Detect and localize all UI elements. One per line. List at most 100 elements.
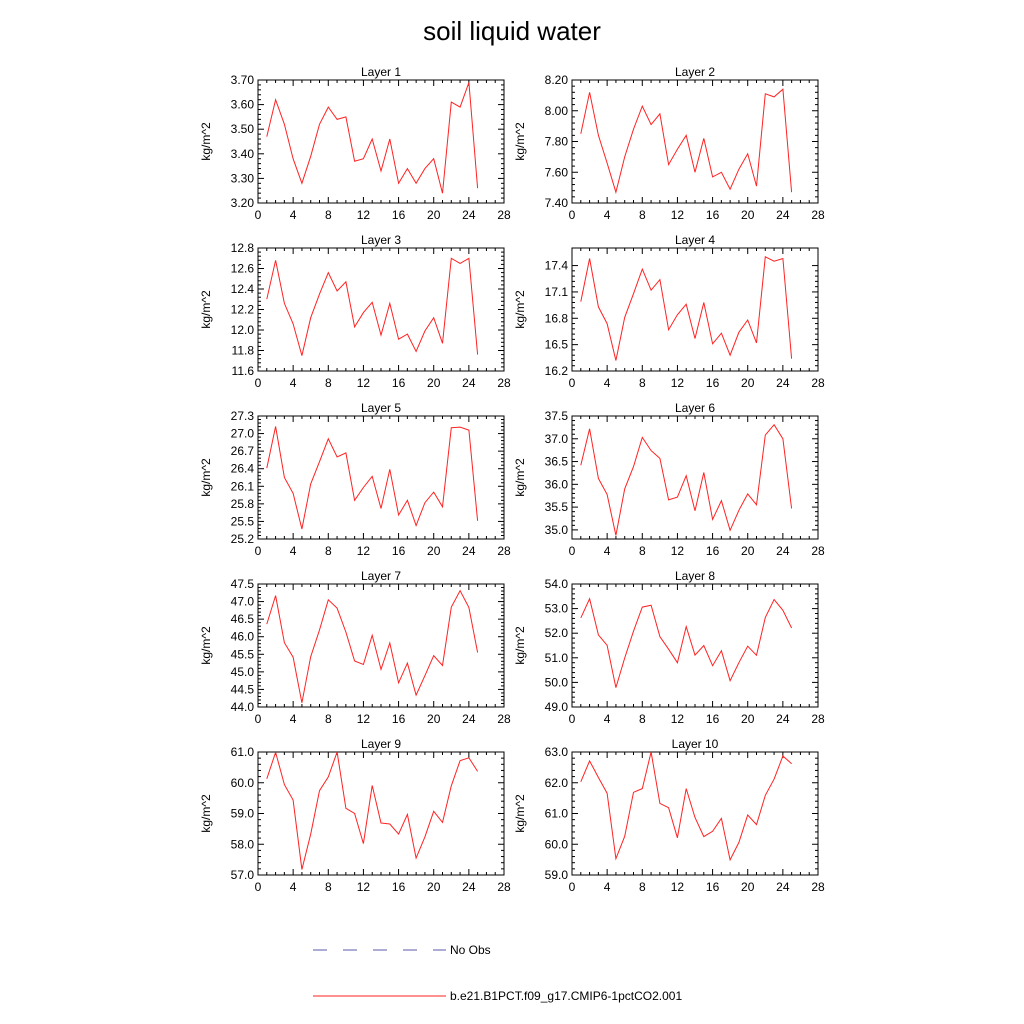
x-tick-label: 12: [671, 712, 685, 726]
series-line: [580, 88, 793, 195]
y-tick-label: 63.0: [545, 745, 569, 759]
x-tick-label: 8: [325, 544, 332, 558]
series-line: [580, 597, 793, 688]
panel-10: Layer 10 0 4 8 12 16 20 24 28 59.0 60.0 61.0 62.0 63.…: [513, 737, 825, 894]
series-line: [266, 426, 479, 530]
y-tick-label: 61.0: [231, 745, 255, 759]
y-tick-label: 11.6: [232, 364, 255, 378]
x-tick-label: 16: [706, 376, 720, 390]
x-tick-label: 24: [776, 544, 790, 558]
plot-frame: [571, 79, 819, 204]
y-tick-label: 16.5: [545, 338, 569, 352]
plot-frame: [571, 751, 819, 876]
y-tick-label: 3.40: [231, 147, 255, 161]
y-tick-label: 47.5: [231, 577, 255, 591]
x-tick-label: 28: [811, 544, 825, 558]
panel-title: Layer 9: [361, 737, 401, 751]
x-tick-label: 4: [290, 208, 297, 222]
plot-frame: [257, 583, 505, 708]
series-line: [266, 82, 479, 194]
y-tick-label: 60.0: [545, 837, 569, 851]
panel-title: Layer 4: [675, 233, 715, 247]
x-tick-label: 20: [427, 208, 441, 222]
y-tick-label: 3.70: [231, 73, 255, 87]
y-tick-label: 46.5: [231, 612, 255, 626]
x-tick-label: 20: [427, 544, 441, 558]
y-tick-label: 12.4: [231, 282, 255, 296]
x-tick-label: 16: [392, 712, 406, 726]
x-tick-label: 12: [671, 208, 685, 222]
panel-title: Layer 10: [672, 737, 719, 751]
y-tick-label: 25.2: [231, 532, 255, 546]
x-tick-label: 16: [392, 376, 406, 390]
x-tick-label: 24: [776, 880, 790, 894]
y-axis-label: kg/m^2: [513, 458, 527, 497]
x-tick-label: 28: [497, 376, 511, 390]
plot-frame: [571, 247, 819, 372]
x-tick-label: 20: [427, 712, 441, 726]
y-axis-label: kg/m^2: [199, 458, 213, 497]
x-tick-label: 24: [462, 880, 476, 894]
panel-5: Layer 5 0 4 8 12 16 20 24 28 25.2 25.5 25.8 26.1 26.4…: [199, 401, 511, 558]
x-tick-label: 28: [497, 880, 511, 894]
y-tick-label: 45.5: [231, 647, 255, 661]
x-tick-label: 8: [639, 880, 646, 894]
x-tick-label: 4: [604, 544, 611, 558]
y-axis-label: kg/m^2: [513, 794, 527, 833]
x-tick-label: 28: [497, 544, 511, 558]
y-tick-label: 16.8: [545, 311, 569, 325]
panel-title: Layer 7: [361, 569, 401, 583]
y-tick-label: 60.0: [231, 776, 255, 790]
x-tick-label: 4: [290, 712, 297, 726]
x-tick-label: 12: [671, 544, 685, 558]
legend-label-no-obs: No Obs: [450, 943, 491, 957]
y-tick-label: 27.3: [231, 409, 255, 423]
y-tick-label: 26.7: [231, 444, 255, 458]
x-tick-label: 16: [706, 880, 720, 894]
y-tick-label: 26.1: [231, 479, 255, 493]
y-tick-label: 37.0: [545, 432, 569, 446]
plot-frame: [571, 415, 819, 540]
y-tick-label: 36.0: [545, 477, 569, 491]
x-tick-label: 8: [639, 208, 646, 222]
x-tick-label: 8: [325, 880, 332, 894]
x-tick-label: 20: [427, 880, 441, 894]
x-tick-label: 28: [811, 208, 825, 222]
x-tick-label: 12: [357, 880, 371, 894]
y-tick-label: 11.8: [232, 344, 255, 358]
x-tick-label: 4: [604, 880, 611, 894]
y-tick-label: 17.1: [545, 285, 569, 299]
y-axis-label: kg/m^2: [199, 626, 213, 665]
panel-7: Layer 7 0 4 8 12 16 20 24 28 44.0 44.5 45.0 45.5 46.0…: [199, 569, 511, 726]
x-tick-label: 0: [255, 712, 262, 726]
y-tick-label: 51.0: [545, 651, 569, 665]
y-tick-label: 54.0: [545, 577, 569, 591]
x-tick-label: 16: [706, 208, 720, 222]
y-tick-label: 26.4: [231, 462, 255, 476]
legend: No Obs b.e21.B1PCT.f09_g17.CMIP6-1pctCO2.…: [313, 943, 682, 1003]
x-tick-label: 24: [462, 208, 476, 222]
x-tick-label: 4: [604, 376, 611, 390]
x-tick-label: 4: [604, 208, 611, 222]
x-tick-label: 0: [569, 208, 576, 222]
x-tick-label: 0: [569, 880, 576, 894]
x-tick-label: 24: [462, 376, 476, 390]
x-tick-label: 20: [427, 376, 441, 390]
x-tick-label: 0: [569, 712, 576, 726]
x-tick-label: 0: [255, 376, 262, 390]
x-tick-label: 16: [706, 544, 720, 558]
y-tick-label: 46.0: [231, 630, 255, 644]
y-tick-label: 7.80: [545, 135, 569, 149]
y-axis-label: kg/m^2: [199, 122, 213, 161]
x-tick-label: 24: [776, 208, 790, 222]
y-tick-label: 62.0: [545, 776, 569, 790]
x-tick-label: 28: [811, 880, 825, 894]
series-line: [266, 257, 479, 356]
x-tick-label: 24: [776, 376, 790, 390]
y-tick-label: 12.6: [231, 262, 255, 276]
y-tick-label: 58.0: [231, 837, 255, 851]
panel-2: Layer 2 0 4 8 12 16 20 24 28 7.40 7.60 7.80 8.00 8.20…: [513, 65, 825, 222]
y-tick-label: 3.60: [231, 98, 255, 112]
y-tick-label: 3.30: [231, 171, 255, 185]
x-tick-label: 8: [325, 376, 332, 390]
